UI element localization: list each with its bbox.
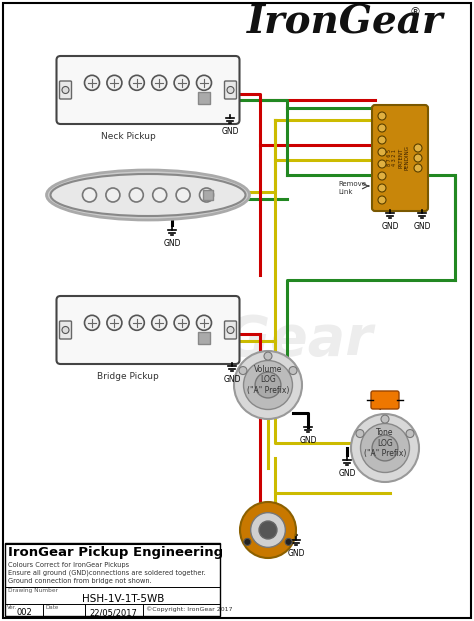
Text: HSH-1V-1T-5WB: HSH-1V-1T-5WB [82, 594, 164, 604]
FancyBboxPatch shape [372, 105, 428, 211]
Text: GND: GND [223, 375, 241, 384]
Ellipse shape [51, 174, 246, 216]
Circle shape [255, 372, 281, 398]
Circle shape [234, 351, 302, 419]
FancyBboxPatch shape [60, 81, 72, 99]
Circle shape [129, 188, 143, 202]
Text: GND: GND [299, 437, 317, 445]
Circle shape [152, 75, 167, 90]
Text: GND: GND [287, 550, 305, 558]
Text: GND: GND [413, 222, 431, 231]
Text: IronGear Pickup Engineering: IronGear Pickup Engineering [8, 546, 223, 559]
Circle shape [361, 424, 410, 473]
Circle shape [107, 315, 122, 330]
Text: ®: ® [410, 7, 420, 17]
Circle shape [356, 430, 364, 438]
Circle shape [239, 366, 247, 374]
Text: Bridge Pickup: Bridge Pickup [97, 372, 159, 381]
Text: Tone
LOG
("A" Prefix): Tone LOG ("A" Prefix) [364, 428, 406, 458]
Circle shape [285, 538, 292, 545]
Text: GND: GND [338, 469, 356, 478]
Text: Remove
Link: Remove Link [338, 181, 366, 194]
Circle shape [84, 315, 100, 330]
Circle shape [378, 148, 386, 156]
Text: GND: GND [221, 127, 239, 137]
Circle shape [227, 327, 234, 333]
Text: Drawing Number: Drawing Number [8, 588, 58, 593]
Circle shape [244, 538, 251, 545]
Text: Ver.: Ver. [7, 605, 17, 610]
Circle shape [378, 172, 386, 180]
Circle shape [259, 521, 277, 539]
Circle shape [381, 415, 389, 423]
Text: PATENT
PENDING: PATENT PENDING [399, 145, 410, 171]
Circle shape [227, 86, 234, 94]
Text: GND: GND [381, 222, 399, 231]
Text: 22/05/2017: 22/05/2017 [89, 608, 137, 617]
Text: Volume
LOG
("A" Prefix): Volume LOG ("A" Prefix) [247, 365, 289, 395]
FancyBboxPatch shape [225, 321, 237, 339]
FancyBboxPatch shape [225, 81, 237, 99]
Text: Ground connection from bridge not shown.: Ground connection from bridge not shown. [8, 578, 152, 584]
Circle shape [378, 160, 386, 168]
Circle shape [152, 315, 167, 330]
Circle shape [106, 188, 120, 202]
Circle shape [244, 361, 292, 409]
Circle shape [176, 188, 190, 202]
Circle shape [414, 154, 422, 162]
Circle shape [174, 75, 189, 90]
Bar [202, 190, 213, 200]
FancyBboxPatch shape [56, 296, 239, 364]
Circle shape [378, 124, 386, 132]
Circle shape [129, 75, 144, 90]
Circle shape [406, 430, 414, 438]
Circle shape [351, 414, 419, 482]
Circle shape [251, 513, 285, 547]
Circle shape [372, 435, 398, 461]
Text: Neck Pickup: Neck Pickup [100, 132, 155, 141]
Circle shape [62, 327, 69, 333]
Text: 8 7 6 5
4 3 2 1: 8 7 6 5 4 3 2 1 [387, 150, 397, 166]
Circle shape [153, 188, 167, 202]
Circle shape [174, 315, 189, 330]
Circle shape [129, 315, 144, 330]
FancyBboxPatch shape [60, 321, 72, 339]
Circle shape [414, 164, 422, 172]
Bar [198, 92, 210, 104]
Bar [5, 543, 220, 616]
Text: IronGear: IronGear [247, 3, 443, 41]
Circle shape [289, 366, 297, 374]
Circle shape [378, 112, 386, 120]
Circle shape [82, 188, 97, 202]
Text: IronGear: IronGear [100, 313, 374, 367]
Text: Ensure all ground (GND)connections are soldered together.: Ensure all ground (GND)connections are s… [8, 570, 206, 576]
Circle shape [240, 502, 296, 558]
Bar [198, 332, 210, 344]
Circle shape [84, 75, 100, 90]
Circle shape [414, 144, 422, 152]
Circle shape [197, 75, 211, 90]
FancyBboxPatch shape [56, 56, 239, 124]
Circle shape [200, 188, 213, 202]
Circle shape [197, 315, 211, 330]
FancyBboxPatch shape [371, 391, 399, 409]
Circle shape [264, 352, 272, 360]
Circle shape [62, 86, 69, 94]
Circle shape [378, 184, 386, 192]
Circle shape [107, 75, 122, 90]
Circle shape [378, 196, 386, 204]
Text: GND: GND [163, 239, 181, 248]
Text: ©Copyright: IronGear 2017: ©Copyright: IronGear 2017 [146, 606, 233, 612]
Text: Date: Date [46, 605, 59, 610]
Circle shape [378, 136, 386, 144]
Ellipse shape [46, 170, 249, 220]
Text: 002: 002 [16, 608, 32, 617]
Text: Colours Correct for IronGear Pickups: Colours Correct for IronGear Pickups [8, 562, 129, 568]
